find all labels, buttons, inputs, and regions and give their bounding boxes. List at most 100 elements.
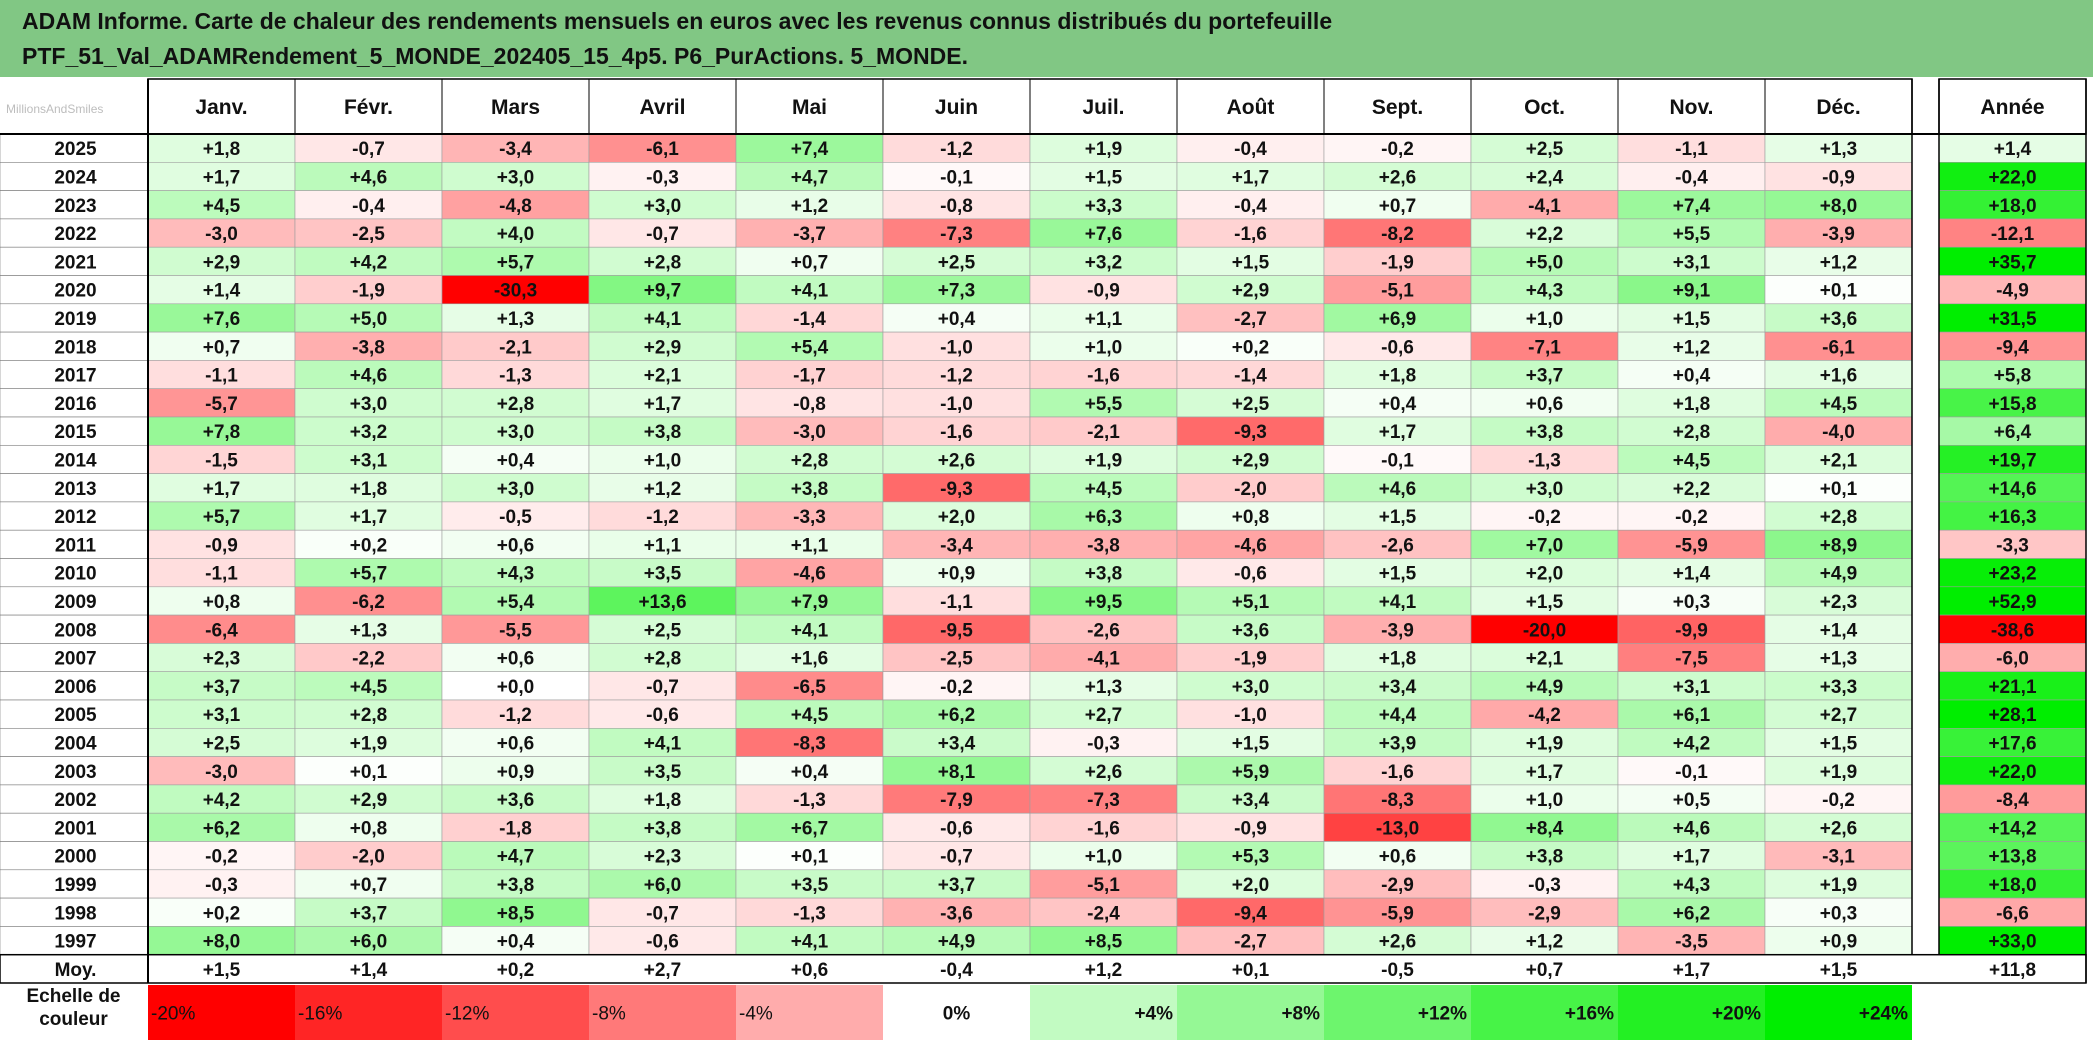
cell-value-label: +2,3 — [644, 847, 682, 868]
chart-title-line-1: ADAM Informe. Carte de chaleur des rende… — [22, 8, 1333, 34]
cell-value-label: -2,7 — [1234, 932, 1267, 953]
heatmap-cell — [1029, 926, 1178, 956]
cell-value-label: -1,1 — [1675, 139, 1708, 160]
cell-value-label: -2,0 — [352, 847, 385, 868]
cell-value-label: -5,5 — [499, 620, 532, 641]
cell-value-label: +3,7 — [1526, 366, 1564, 387]
heatmap-cell — [735, 444, 884, 474]
annual-value-label: +14,2 — [1988, 818, 2036, 839]
cell-value-label: +9,1 — [1673, 281, 1711, 302]
cell-value-label: +2,9 — [350, 790, 388, 811]
year-label-cell — [0, 869, 149, 899]
cell-value-label: +4,4 — [1379, 705, 1417, 726]
cell-value-label: +4,3 — [1526, 281, 1564, 302]
heatmap-cell — [147, 246, 296, 276]
cell-value-label: +3,7 — [350, 903, 388, 924]
annual-cell — [1938, 246, 2087, 276]
cell-value-label: -4,0 — [1822, 422, 1855, 443]
cell-value-label: +2,3 — [1820, 592, 1858, 613]
cell-value-label: -2,1 — [1087, 422, 1120, 443]
cell-value-label: +5,5 — [1085, 394, 1123, 415]
average-value-label: +0,1 — [1232, 960, 1270, 981]
heatmap-cell — [294, 784, 443, 814]
average-value-label: +1,5 — [1820, 960, 1858, 981]
annual-value-label: -6,0 — [1996, 649, 2029, 670]
annual-value-label: +15,8 — [1988, 394, 2036, 415]
heatmap-cell — [441, 869, 590, 899]
heatmap-cell — [1617, 926, 1766, 956]
average-value-label: +1,2 — [1085, 960, 1123, 981]
annual-value-label: +31,5 — [1988, 309, 2037, 330]
heatmap-cell — [735, 360, 884, 389]
cell-value-label: +4,3 — [497, 564, 535, 585]
heatmap-cell — [588, 756, 737, 786]
cell-value-label: +1,3 — [350, 620, 388, 641]
cell-value-label: -1,0 — [1234, 705, 1267, 726]
scale-swatch — [1765, 985, 1912, 1040]
cell-value-label: +2,8 — [791, 450, 829, 471]
heatmap-cell — [1470, 190, 1619, 220]
cell-value-label: +4,0 — [497, 224, 535, 245]
cell-value-label: +8,4 — [1526, 818, 1564, 839]
heatmap-cell — [441, 558, 590, 588]
cell-value-label: +1,8 — [203, 139, 241, 160]
cell-value-label: +2,0 — [938, 507, 976, 528]
cell-value-label: +5,7 — [203, 507, 241, 528]
heatmap-cell — [147, 360, 296, 389]
heatmap-cell — [441, 303, 590, 333]
cell-value-label: -8,3 — [1381, 790, 1414, 811]
average-annual-label: +11,8 — [1989, 960, 2036, 981]
heatmap-cell — [441, 162, 590, 191]
heatmap-cell — [1323, 926, 1472, 956]
cell-value-label: +1,0 — [1526, 309, 1564, 330]
heatmap-cell — [588, 275, 737, 305]
cell-value-label: +0,4 — [497, 450, 535, 471]
year-label: 2001 — [54, 818, 97, 839]
heatmap-cell — [1764, 926, 1913, 956]
year-label: 2019 — [54, 309, 96, 330]
cell-value-label: +0,9 — [938, 564, 976, 585]
cell-value-label: +4,5 — [203, 196, 241, 217]
heatmap-cell — [1323, 841, 1472, 871]
heatmap-cell — [1764, 756, 1913, 786]
cell-value-label: -0,4 — [1234, 139, 1267, 160]
heatmap-cell — [441, 501, 590, 531]
cell-value-label: +3,5 — [644, 762, 682, 783]
cell-value-label: +0,7 — [350, 875, 388, 896]
cell-value-label: +3,4 — [1379, 677, 1417, 698]
average-row-background — [0, 953, 2087, 984]
year-label-cell — [0, 784, 149, 814]
heatmap-cell — [147, 444, 296, 474]
heatmap-cell — [588, 558, 737, 588]
heatmap-cell — [1029, 501, 1178, 531]
cell-value-label: +0,5 — [1673, 790, 1711, 811]
scale-swatch — [442, 985, 589, 1040]
cell-value-label: +1,5 — [1379, 564, 1417, 585]
heatmap-cell — [735, 501, 884, 531]
heatmap-cell — [1764, 501, 1913, 531]
cell-value-label: +2,0 — [1526, 564, 1564, 585]
heatmap-cell — [735, 133, 884, 163]
heatmap-cell — [1470, 897, 1619, 927]
cell-value-label: -0,1 — [1675, 762, 1708, 783]
heatmap-cell — [1764, 416, 1913, 446]
heatmap-cell — [294, 671, 443, 701]
annual-header-label: Année — [1980, 96, 2044, 119]
annual-value-label: +16,3 — [1988, 507, 2036, 528]
heatmap-cell — [735, 756, 884, 786]
cell-value-label: -1,9 — [1381, 252, 1414, 273]
heatmap-cell — [441, 784, 590, 814]
cell-value-label: +0,1 — [1820, 479, 1858, 500]
heatmap-cell — [147, 586, 296, 616]
cell-value-label: -0,5 — [499, 507, 532, 528]
heatmap-cell — [294, 756, 443, 786]
heatmap-cell — [588, 360, 737, 389]
heatmap-cell — [1323, 727, 1472, 757]
cell-value-label: +2,8 — [350, 705, 388, 726]
cell-value-label: +7,4 — [1673, 196, 1711, 217]
cell-value-label: +5,3 — [1232, 847, 1270, 868]
heatmap-cell — [1323, 303, 1472, 333]
heatmap-cell — [294, 897, 443, 927]
heatmap-cell — [1470, 331, 1619, 361]
cell-value-label: -0,4 — [1234, 196, 1267, 217]
